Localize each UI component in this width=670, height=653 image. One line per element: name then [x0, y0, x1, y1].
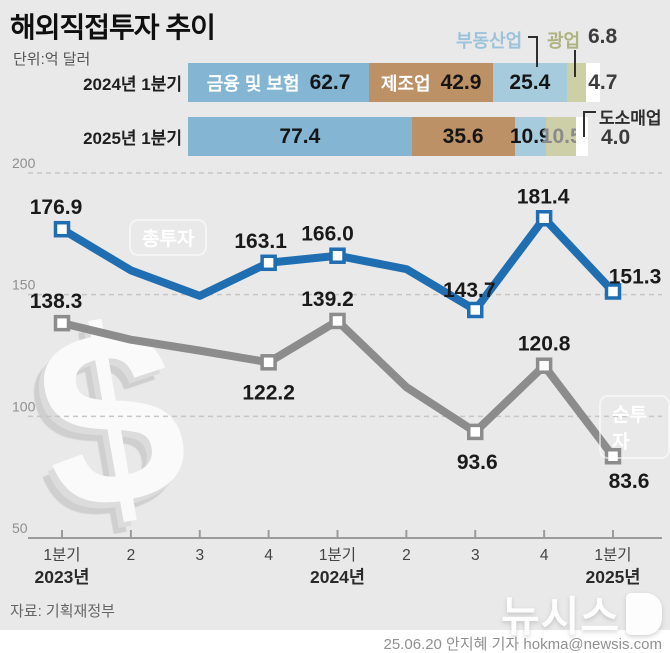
segment-value: 25.4 — [509, 70, 551, 94]
real-estate-label: 부동산업 — [456, 31, 523, 51]
bar-segment: 제조업 42.9 — [369, 63, 494, 102]
data-point-value-label: 176.9 — [30, 196, 83, 219]
data-point-marker — [329, 312, 346, 330]
x-axis-tick-label: 1분기 — [319, 546, 356, 564]
data-point-value-label: 166.0 — [301, 223, 354, 246]
segment-value: 62.7 — [309, 70, 351, 94]
byline-credit: 25.06.20 안지혜 기자 hokma@newsis.com — [383, 636, 663, 653]
segment-value: 10.5 — [540, 124, 582, 148]
y-axis-tick-label: 100 — [12, 398, 36, 414]
y-axis-tick-label: 200 — [12, 155, 36, 171]
stacked-bar-2025q1: 77.4 35.6 10.9 10.5 — [188, 117, 588, 156]
data-point-marker — [53, 314, 71, 332]
data-point-marker — [535, 210, 553, 227]
year-label: 2024년 — [310, 567, 365, 587]
newsis-logo-icon — [626, 592, 662, 635]
retail-connector-line — [583, 111, 596, 137]
bar-segment: 10.5 — [541, 117, 582, 156]
data-point-value-label: 163.1 — [234, 230, 287, 253]
x-axis-tick-label: 2 — [402, 547, 411, 564]
y-axis-tick-label: 50 — [12, 520, 28, 536]
data-point-marker — [260, 254, 277, 272]
year-label: 2025년 — [585, 567, 640, 587]
real-estate-connector-line — [528, 36, 538, 67]
segment-value: 35.6 — [442, 124, 484, 148]
data-point-marker — [467, 423, 484, 441]
x-axis-tick-label: 2 — [127, 547, 136, 564]
data-point-marker — [53, 220, 71, 238]
x-axis-tick-label: 3 — [471, 547, 480, 564]
x-axis-tick-label: 3 — [195, 547, 204, 564]
x-axis-tick-label: 1분기 — [43, 546, 80, 564]
data-point-marker — [260, 354, 277, 371]
total-investment-badge: 총투자 — [129, 219, 208, 256]
data-point-value-label: 83.6 — [609, 470, 650, 493]
data-point-marker — [535, 357, 553, 374]
mining-label: 광업 — [547, 31, 581, 51]
data-point-value-label: 143.7 — [443, 279, 496, 302]
bar-segment: 금융 및 보험 62.7 — [188, 63, 370, 102]
segment-value: 42.9 — [440, 70, 482, 94]
segment-category-label: 제조업 — [380, 73, 431, 94]
segment-value: 10.9 — [509, 124, 551, 148]
data-point-value-label: 181.4 — [517, 185, 570, 208]
data-point-value-label: 151.3 — [609, 266, 662, 289]
bar-row-label-2024q1: 2024년 1분기 — [83, 75, 182, 94]
bar-segment: 77.4 — [188, 117, 412, 156]
net-investment-badge: 순투자 — [599, 395, 670, 459]
segment-value: 77.4 — [279, 124, 321, 148]
bar-segment: 35.6 — [411, 117, 515, 156]
data-point-marker — [604, 283, 622, 300]
line-chart: 200 150 100 50 1분기 2 3 4 1분기 2 3 4 1분기 2023년 2024년 2025… — [12, 155, 662, 587]
segment-value: 4.7 — [588, 70, 618, 94]
page-title: 해외직접투자 추이 — [10, 12, 216, 43]
data-point-value-label: 122.2 — [242, 381, 295, 404]
year-label: 2023년 — [34, 567, 89, 587]
newsis-logo: 뉴시스 — [501, 583, 662, 644]
source-note: 자료: 기획재정부 — [10, 603, 115, 620]
bar-segment: 4.7 — [586, 63, 617, 102]
mining-connector-line — [574, 50, 576, 77]
y-axis-tick-label: 150 — [12, 277, 36, 293]
data-point-value-label: 138.3 — [30, 290, 83, 313]
data-point-value-label: 120.8 — [518, 333, 571, 356]
retail-value: 4.0 — [601, 126, 631, 149]
x-axis-tick-label: 4 — [540, 547, 549, 564]
newsis-logo-text: 뉴시스 — [501, 593, 620, 640]
x-axis-tick-label: 4 — [264, 547, 273, 564]
bar-segment — [566, 63, 587, 102]
data-point-marker — [467, 301, 484, 319]
mining-value: 6.8 — [588, 25, 618, 48]
stacked-bar-2024q1: 금융 및 보험 62.7 제조업 42.9 25.4 4.7 — [188, 63, 617, 102]
unit-label: 단위:억 달러 — [13, 51, 91, 68]
retail-label: 도소매업 — [599, 109, 662, 128]
bar-segment: 25.4 — [493, 63, 567, 102]
x-axis-tick-label: 1분기 — [594, 546, 631, 564]
data-point-value-label: 139.2 — [301, 288, 354, 311]
bar-segment — [576, 117, 588, 156]
data-point-value-label: 93.6 — [457, 451, 498, 474]
bar-row-label-2025q1: 2025년 1분기 — [83, 129, 182, 148]
segment-category-label: 금융 및 보험 — [206, 73, 300, 94]
data-point-marker — [329, 247, 346, 264]
bar-segment: 10.9 — [510, 117, 551, 156]
